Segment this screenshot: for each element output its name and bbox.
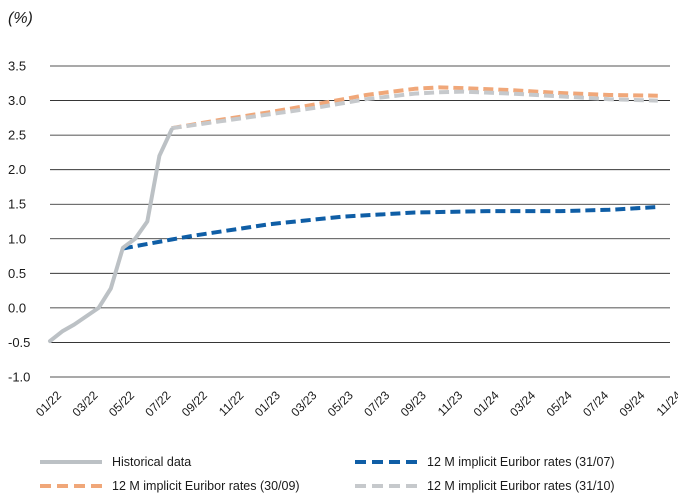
x-tick-label: 05/23 <box>325 388 356 419</box>
x-tick-label: 03/23 <box>288 388 319 419</box>
legend-item: 12 M implicit Euribor rates (30/09) <box>40 479 300 493</box>
legend-label: 12 M implicit Euribor rates (30/09) <box>112 479 300 493</box>
legend-label: 12 M implicit Euribor rates (31/07) <box>427 455 615 469</box>
x-tick-label: 07/22 <box>142 388 173 419</box>
legend-item: Historical data <box>40 455 191 469</box>
legend-item: 12 M implicit Euribor rates (31/07) <box>355 455 615 469</box>
x-tick-label: 11/22 <box>216 388 247 419</box>
x-tick-label: 11/23 <box>435 388 466 419</box>
series-line <box>171 89 658 131</box>
x-tick-label: 11/24 <box>654 388 678 419</box>
y-tick-label: 1.0 <box>8 231 26 246</box>
x-tick-label: 01/23 <box>252 388 283 419</box>
x-tick-label: 07/24 <box>580 388 611 419</box>
x-tick-label: 09/23 <box>398 388 429 419</box>
y-tick-label: 0.0 <box>8 300 26 315</box>
y-tick-label: 2.5 <box>8 128 26 143</box>
y-tick-label: 1.5 <box>8 197 26 212</box>
x-tick-label: 05/24 <box>544 388 575 419</box>
y-tick-label: 2.0 <box>8 162 26 177</box>
y-tick-label: 3.0 <box>8 93 26 108</box>
x-tick-label: 05/22 <box>106 388 137 419</box>
legend-label: 12 M implicit Euribor rates (31/10) <box>427 479 615 493</box>
x-tick-label: 09/22 <box>179 388 210 419</box>
x-tick-label: 03/22 <box>69 388 100 419</box>
x-tick-label: 09/24 <box>617 388 648 419</box>
x-tick-label: 03/24 <box>507 388 538 419</box>
y-tick-label: 0.5 <box>8 266 26 281</box>
legend-item: 12 M implicit Euribor rates (31/10) <box>355 479 615 493</box>
series-line <box>122 205 658 251</box>
legend-label: Historical data <box>112 455 191 469</box>
y-axis-unit-label: (%) <box>8 10 33 27</box>
x-tick-label: 01/24 <box>471 388 502 419</box>
x-tick-label: 07/23 <box>361 388 392 419</box>
x-tick-label: 01/22 <box>33 388 64 419</box>
y-tick-label: -0.5 <box>8 335 30 350</box>
y-tick-label: -1.0 <box>8 370 30 385</box>
y-tick-label: 3.5 <box>8 59 26 74</box>
series-line <box>48 127 174 344</box>
